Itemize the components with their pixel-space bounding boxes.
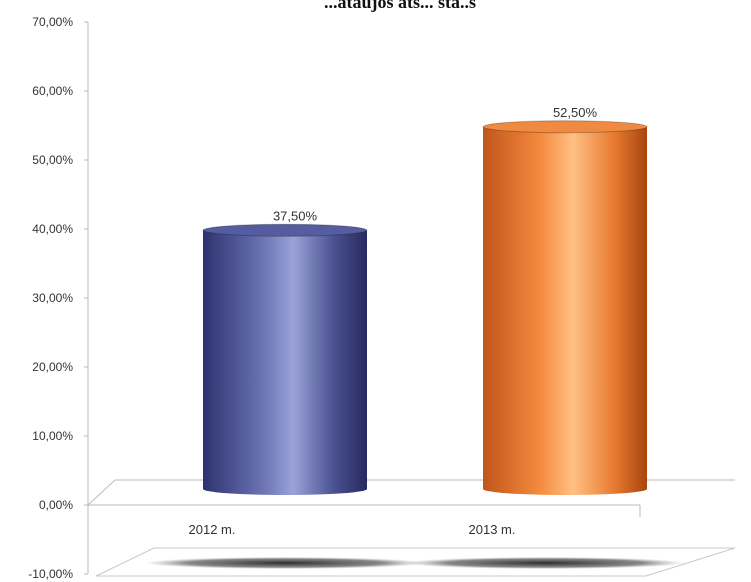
floor-plane (87, 479, 736, 577)
y-tick-label: 40,00% (32, 222, 73, 236)
bar-2012m (202, 223, 368, 495)
bar-top (202, 223, 368, 237)
bars: 37,50% 52,50% (202, 105, 648, 495)
bar-body (483, 126, 647, 495)
bar-shadow (145, 557, 425, 569)
y-tick-label: 70,00% (32, 15, 73, 29)
y-tick-label: 10,00% (32, 429, 73, 443)
bar-2013m (482, 120, 648, 495)
zero-line-depth (87, 479, 116, 506)
y-tick-label: 0,00% (39, 498, 73, 512)
data-label: 52,50% (553, 105, 598, 120)
floor-base (95, 547, 736, 577)
bar-top (482, 120, 648, 134)
y-tick-label: 60,00% (32, 84, 73, 98)
y-tick-label: 30,00% (32, 291, 73, 305)
x-tick-label: 2013 m. (469, 522, 516, 537)
bar-shadow (405, 557, 685, 569)
x-axis-labels: 2012 m. 2013 m. (189, 522, 516, 537)
x-tick-label: 2012 m. (189, 522, 236, 537)
y-tick-label: 20,00% (32, 360, 73, 374)
y-tick-label: -10,00% (28, 567, 73, 581)
bar-body (203, 230, 367, 495)
chart-title: ...ataujos ats... sta..s (324, 0, 476, 12)
y-axis: 70,00% 60,00% 50,00% 40,00% 30,00% 20,00% 10,0… (28, 15, 89, 581)
y-tick-label: 50,00% (32, 153, 73, 167)
data-label: 37,50% (273, 208, 318, 223)
